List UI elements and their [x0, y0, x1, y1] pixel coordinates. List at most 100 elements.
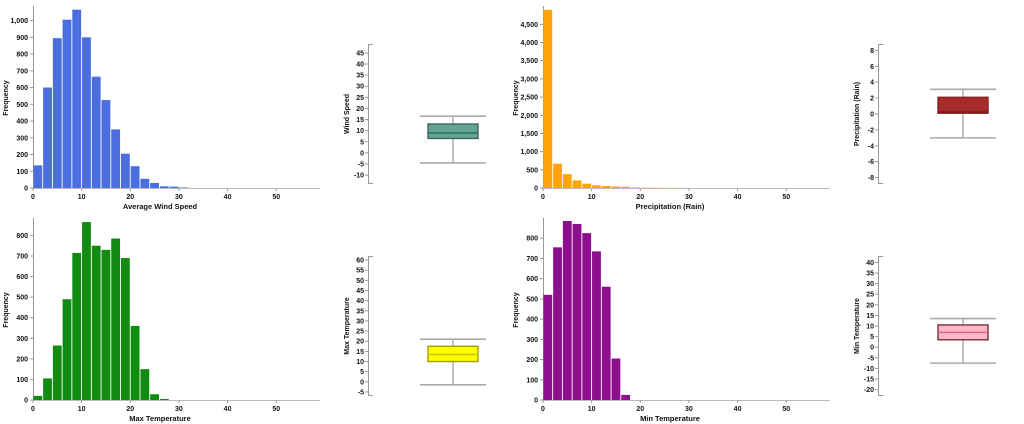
- svg-text:20: 20: [126, 406, 134, 413]
- svg-text:30: 30: [685, 194, 693, 201]
- svg-text:500: 500: [16, 295, 28, 302]
- svg-text:40: 40: [866, 260, 874, 267]
- svg-text:30: 30: [685, 406, 693, 413]
- svg-text:-10: -10: [864, 366, 874, 373]
- boxplot-min-temperature-chart: -20 -15 -10 -5 0 5 10 15 20 25 30 35 40 Min Temperatu…: [854, 256, 996, 396]
- svg-text:2: 2: [870, 96, 874, 103]
- svg-text:-6: -6: [868, 159, 874, 166]
- svg-text:1,000: 1,000: [10, 18, 28, 25]
- svg-text:0: 0: [541, 194, 545, 201]
- svg-text:900: 900: [16, 35, 28, 42]
- svg-text:-20: -20: [864, 387, 874, 394]
- svg-text:1,500: 1,500: [520, 131, 538, 138]
- boxplot-max-temperature-chart: -5 0 5 10 15 20 25 30 35 40 45 50 55 60 Max Temperatur…: [344, 256, 486, 396]
- svg-text:0: 0: [31, 194, 35, 201]
- svg-text:15: 15: [866, 313, 874, 320]
- svg-text:0: 0: [541, 406, 545, 413]
- histogram-precipitation-rain: 0 500 1,000 1,500 2,000 2,500 3,000 3,500 4,000 4…: [510, 0, 850, 212]
- svg-text:400: 400: [16, 315, 28, 322]
- svg-text:30: 30: [356, 84, 364, 91]
- svg-text:0: 0: [870, 112, 874, 119]
- svg-text:10: 10: [866, 324, 874, 331]
- svg-text:20: 20: [126, 194, 134, 201]
- svg-text:4,000: 4,000: [520, 40, 538, 47]
- svg-text:0: 0: [31, 406, 35, 413]
- svg-text:200: 200: [16, 356, 28, 363]
- svg-text:700: 700: [16, 254, 28, 261]
- histogram-max-temperature-chart: 0 100 200 300 400 500 600 700 800 0 10 20 30 40 50 Freq…: [3, 218, 320, 423]
- svg-text:Frequency: Frequency: [3, 80, 10, 116]
- svg-text:3,500: 3,500: [520, 58, 538, 65]
- svg-text:500: 500: [526, 167, 538, 174]
- svg-text:100: 100: [16, 169, 28, 176]
- svg-text:8: 8: [870, 48, 874, 55]
- svg-text:Precipitation (Rain): Precipitation (Rain): [636, 202, 705, 211]
- svg-text:15: 15: [356, 349, 364, 356]
- svg-text:800: 800: [16, 233, 28, 240]
- svg-text:6: 6: [870, 64, 874, 71]
- svg-text:10: 10: [356, 359, 364, 366]
- svg-text:35: 35: [356, 73, 364, 80]
- svg-text:35: 35: [866, 270, 874, 277]
- svg-text:800: 800: [16, 52, 28, 59]
- svg-text:400: 400: [526, 317, 538, 324]
- svg-text:400: 400: [16, 119, 28, 126]
- svg-text:Max Temperature: Max Temperature: [129, 414, 191, 423]
- svg-text:40: 40: [224, 406, 232, 413]
- histogram-min-temperature: 0 100 200 300 400 500 600 700 800 0 10 20 30 40 50 Freq…: [510, 212, 850, 424]
- svg-text:800: 800: [526, 236, 538, 243]
- svg-text:45: 45: [356, 288, 364, 295]
- svg-text:10: 10: [588, 406, 596, 413]
- boxplot-max-temperature: -5 0 5 10 15 20 25 30 35 40 45 50 55 60 Max Temperatur…: [340, 212, 510, 424]
- svg-text:15: 15: [356, 117, 364, 124]
- svg-text:Min Temperature: Min Temperature: [640, 414, 700, 423]
- svg-text:Max Temperature: Max Temperature: [344, 297, 351, 355]
- svg-text:300: 300: [16, 336, 28, 343]
- svg-text:0: 0: [360, 379, 364, 386]
- histogram-average-wind-speed: 0 100 200 300 400 500 600 700 800 900 1,000 0 10 20 30…: [0, 0, 340, 212]
- svg-text:-8: -8: [868, 175, 874, 182]
- svg-text:0: 0: [534, 398, 538, 405]
- svg-text:4: 4: [870, 80, 874, 87]
- svg-text:100: 100: [16, 377, 28, 384]
- svg-text:40: 40: [356, 62, 364, 69]
- svg-text:0: 0: [360, 150, 364, 157]
- histogram-average-wind-speed-chart: 0 100 200 300 400 500 600 700 800 900 1,000 0 10 20 30…: [3, 6, 320, 211]
- svg-text:500: 500: [526, 296, 538, 303]
- svg-text:-4: -4: [868, 143, 874, 150]
- svg-text:600: 600: [16, 85, 28, 92]
- svg-text:25: 25: [866, 292, 874, 299]
- svg-text:5: 5: [360, 369, 364, 376]
- svg-text:10: 10: [78, 406, 86, 413]
- svg-text:20: 20: [636, 406, 644, 413]
- svg-text:Average Wind Speed: Average Wind Speed: [123, 202, 198, 211]
- charts-row-1: 0 100 200 300 400 500 600 700 800 900 1,000 0 10 20 30…: [0, 0, 996, 212]
- svg-text:500: 500: [16, 102, 28, 109]
- charts-row-2: 0 100 200 300 400 500 600 700 800 0 10 20 30 40 50 Freq…: [0, 212, 1024, 424]
- svg-text:50: 50: [272, 406, 280, 413]
- svg-text:300: 300: [16, 135, 28, 142]
- svg-text:3,000: 3,000: [520, 76, 538, 83]
- svg-text:20: 20: [636, 194, 644, 201]
- svg-text:0: 0: [24, 398, 28, 405]
- svg-text:20: 20: [356, 106, 364, 113]
- svg-text:50: 50: [782, 406, 790, 413]
- boxplot-wind-speed-chart: -10 -5 0 5 10 15 20 25 30 35 40 45 Wind Speed: [344, 44, 486, 184]
- svg-text:30: 30: [356, 318, 364, 325]
- svg-text:10: 10: [78, 194, 86, 201]
- svg-text:0: 0: [534, 186, 538, 193]
- svg-text:-15: -15: [864, 377, 874, 384]
- svg-text:40: 40: [734, 406, 742, 413]
- svg-text:30: 30: [175, 194, 183, 201]
- svg-text:600: 600: [526, 276, 538, 283]
- svg-text:Frequency: Frequency: [3, 292, 10, 328]
- svg-text:-2: -2: [868, 127, 874, 134]
- svg-text:30: 30: [866, 281, 874, 288]
- histogram-max-temperature: 0 100 200 300 400 500 600 700 800 0 10 20 30 40 50 Freq…: [0, 212, 340, 424]
- svg-text:700: 700: [16, 68, 28, 75]
- svg-text:25: 25: [356, 329, 364, 336]
- svg-text:200: 200: [526, 357, 538, 364]
- svg-text:-5: -5: [358, 162, 364, 169]
- svg-text:1,000: 1,000: [520, 149, 538, 156]
